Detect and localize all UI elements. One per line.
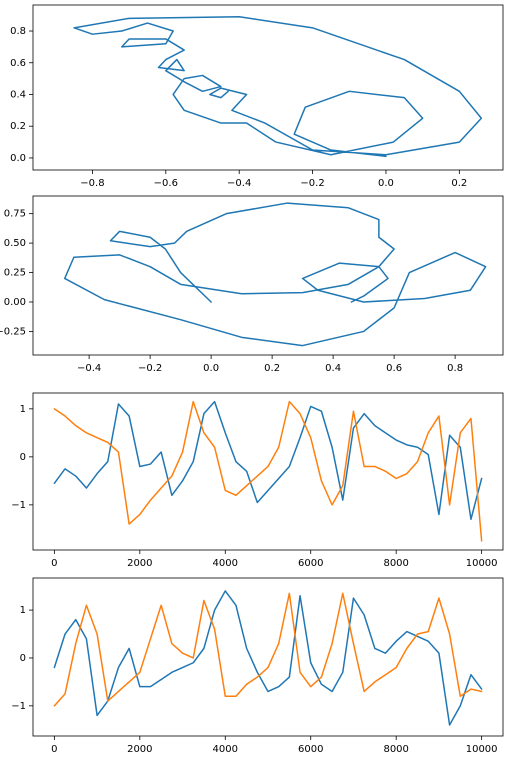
x-tick-label: 0.0 (203, 363, 219, 374)
y-tick-label: 0.50 (4, 238, 26, 249)
y-tick-label: 0.25 (4, 268, 26, 279)
y-tick-label: 0.2 (10, 121, 26, 132)
x-tick-label: 6000 (298, 744, 323, 755)
x-tick-label: 6000 (298, 558, 323, 569)
x-tick-label: 10000 (466, 744, 498, 755)
line-series (53, 400, 483, 521)
x-tick-label: 0.0 (378, 178, 394, 189)
x-tick-label: 0.8 (447, 363, 463, 374)
x-tick-label: 0.2 (451, 178, 467, 189)
y-tick-label: 1 (20, 404, 26, 415)
x-tick-label: 4000 (213, 558, 238, 569)
x-tick-label: −0.2 (138, 363, 162, 374)
y-tick-label: 0.00 (4, 297, 26, 308)
line-series (63, 202, 487, 347)
axes-frame (32, 4, 504, 171)
x-tick-label: 0 (51, 558, 57, 569)
x-tick-label: 2000 (127, 744, 152, 755)
x-tick-label: −0.4 (227, 178, 251, 189)
x-tick-label: −0.2 (300, 178, 324, 189)
x-tick-label: 0.2 (264, 363, 280, 374)
x-tick-label: −0.6 (154, 178, 178, 189)
axes-frame (32, 195, 504, 356)
y-tick-label: 0.6 (10, 58, 26, 69)
y-tick-label: 0 (20, 452, 26, 463)
x-tick-label: 8000 (383, 558, 408, 569)
line-series (73, 15, 483, 158)
line-series (53, 592, 483, 707)
x-tick-label: 0 (51, 744, 57, 755)
x-tick-label: −0.8 (80, 178, 104, 189)
axes-frame (32, 577, 504, 737)
x-tick-label: 2000 (127, 558, 152, 569)
x-tick-label: 0.6 (386, 363, 402, 374)
x-tick-label: 4000 (213, 744, 238, 755)
y-tick-label: −0.25 (0, 326, 26, 337)
y-tick-label: 0 (20, 653, 26, 664)
y-tick-label: 1 (20, 605, 26, 616)
y-tick-label: 0.8 (10, 26, 26, 37)
x-tick-label: 0.4 (325, 363, 341, 374)
y-tick-label: −1 (11, 500, 26, 511)
line-series (53, 590, 483, 726)
x-tick-label: 8000 (383, 744, 408, 755)
y-tick-label: −1 (11, 701, 26, 712)
x-tick-label: −0.4 (77, 363, 101, 374)
y-tick-label: 0.0 (10, 153, 26, 164)
y-tick-label: 0.75 (4, 209, 26, 220)
line-series (53, 400, 483, 542)
y-tick-label: 0.4 (10, 89, 26, 100)
x-tick-label: 10000 (466, 558, 498, 569)
axes-frame (32, 392, 504, 551)
